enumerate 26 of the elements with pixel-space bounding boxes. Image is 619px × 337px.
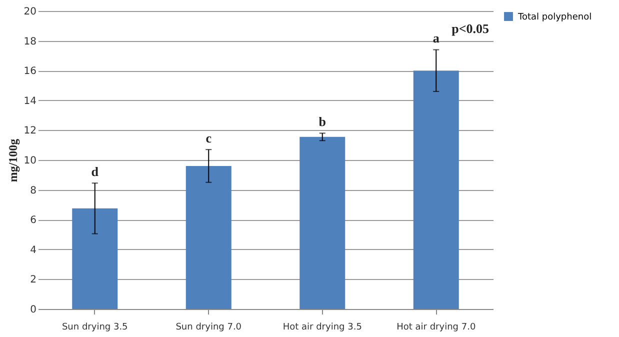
x-tick-label: Sun drying 7.0 bbox=[176, 322, 242, 332]
y-tick-label: 4 bbox=[30, 244, 36, 256]
legend-label: Total polyphenol bbox=[517, 12, 592, 22]
annotation: a bbox=[432, 30, 440, 46]
bar bbox=[186, 166, 232, 309]
bar bbox=[72, 208, 118, 309]
x-tick-label: Hot air drying 7.0 bbox=[396, 322, 476, 332]
x-tick-label: Sun drying 3.5 bbox=[62, 322, 128, 332]
y-tick-label: 20 bbox=[24, 6, 36, 18]
x-tick-label: Hot air drying 3.5 bbox=[282, 322, 362, 332]
bar bbox=[300, 136, 346, 309]
y-tick-label: 14 bbox=[24, 96, 36, 107]
y-tick-label: 6 bbox=[30, 215, 36, 226]
y-tick-label: 8 bbox=[30, 185, 36, 196]
annotation: b bbox=[318, 114, 326, 130]
annotation: c bbox=[206, 130, 212, 146]
y-tick-label: 12 bbox=[24, 126, 36, 137]
annotation: p<0.05 bbox=[452, 21, 490, 36]
y-axis-title: mg/100g bbox=[6, 138, 20, 182]
y-tick-label: 16 bbox=[24, 66, 36, 78]
y-tick-label: 18 bbox=[24, 36, 36, 48]
y-tick-label: 0 bbox=[30, 304, 36, 316]
y-tick-label: 10 bbox=[24, 156, 36, 166]
y-tick-label: 2 bbox=[30, 274, 36, 286]
annotation: d bbox=[91, 164, 100, 180]
bar bbox=[413, 70, 459, 309]
